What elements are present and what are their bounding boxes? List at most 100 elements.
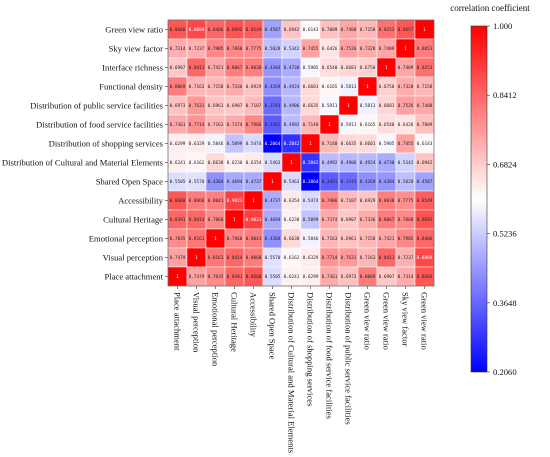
cell-value: 0.8038 [246, 65, 262, 71]
cell-value: 0.5911 [341, 122, 357, 128]
cell-value: 0.8889 [189, 27, 205, 33]
cell-value: 0.6973 [170, 103, 186, 109]
cell-value: 0.7336 [360, 217, 376, 223]
cell-value: 0.6635 [341, 141, 357, 147]
cell-value: 0.8666 [170, 27, 186, 33]
cell-value: 0.4737 [246, 179, 262, 185]
cell-value: 0.7631 [189, 103, 205, 109]
cell-value: 0.7163 [208, 122, 224, 128]
cell-value: 0.4587 [265, 27, 281, 33]
cell-value: 0.8053 [417, 46, 433, 52]
cell-value: 0.3743 [341, 179, 357, 185]
cell-value: 0.5099 [303, 217, 319, 223]
row-label: Functional density [99, 82, 163, 92]
cell-value: 0.8067 [227, 65, 243, 71]
cell-value: 0.8692 [227, 27, 243, 33]
cell-value: 0.8161 [189, 236, 205, 242]
cell-value: 0.6299 [303, 274, 319, 280]
cell-value: 0.6942 [417, 160, 433, 166]
cell-value: 0.7107 [246, 103, 262, 109]
cell-value: 0.8161 [208, 255, 224, 261]
cell-value: 0.4587 [417, 179, 433, 185]
row-label: Distribution of shopping services [49, 139, 164, 149]
cell-value: 0.7455 [303, 46, 319, 52]
cell-value: 1 [347, 103, 350, 109]
cell-value: 0.6907 [379, 274, 395, 280]
cell-value: 0.7009 [322, 27, 338, 33]
column-label: Visual perception [192, 292, 202, 353]
row-label: Distribution of Cultural and Material El… [2, 158, 164, 168]
row-label: Place attachment [105, 272, 164, 282]
colorbar-tick-label: 0.6824 [493, 159, 517, 169]
cell-value: 0.2842 [284, 141, 300, 147]
cell-value: 0.7421 [208, 65, 224, 71]
cell-value: 0.2064 [303, 179, 319, 185]
colorbar-tick-label: 0.5236 [493, 229, 517, 239]
cell-value: 0.4992 [322, 160, 338, 166]
cell-value: 0.4694 [227, 179, 243, 185]
cell-value: 0.5846 [208, 141, 224, 147]
heatmap-frame [167, 19, 435, 287]
cell-value: 0.6750 [379, 84, 395, 90]
cell-value: 0.7775 [246, 46, 262, 52]
cell-value: 0.7479 [170, 255, 186, 261]
cell-value: 0.5099 [227, 141, 243, 147]
cell-value: 0.6540 [322, 65, 338, 71]
cell-value: 1 [309, 141, 312, 147]
cell-value: 0.6299 [170, 141, 186, 147]
row-label: Distribution of food service facilities [36, 120, 164, 130]
cell-value: 0.6165 [360, 122, 376, 128]
cell-value: 0.8068 [246, 255, 262, 261]
column-label: Emotional perception [211, 292, 221, 367]
cell-value: 0.6241 [284, 274, 300, 280]
cell-value: 0.7479 [189, 274, 205, 280]
colorbar-title: correlation coefficient [450, 3, 530, 13]
cell-value: 0.6973 [341, 274, 357, 280]
colorbar-ticks: 1.000 0.8412 0.6824 0.5236 0.3648 0.2060 [487, 21, 517, 377]
cell-value: 1 [214, 236, 217, 242]
cell-value: 1 [233, 217, 236, 223]
cell-value: 0.8041 [208, 198, 224, 204]
cell-value: 0.8391 [170, 217, 186, 223]
cell-value: 0.8391 [227, 274, 243, 280]
cell-value: 0.5463 [284, 179, 300, 185]
cell-value: 0.8253 [379, 27, 395, 33]
cell-value: 0.8657 [398, 27, 414, 33]
column-label: Distribution of shopping services [306, 292, 316, 407]
cell-value: 0.3491 [265, 122, 281, 128]
cell-value: 0.7314 [170, 46, 186, 52]
cell-value: 0.6162 [189, 160, 205, 166]
cell-value: 0.8692 [417, 217, 433, 223]
cell-value: 0.4906 [341, 160, 357, 166]
cell-value: 0.7328 [360, 46, 376, 52]
cell-value: 0.6230 [227, 160, 243, 166]
cell-value: 0.7905 [398, 236, 414, 242]
cell-value: 0.4304 [208, 179, 224, 185]
cell-value: 0.3743 [265, 103, 281, 109]
cell-value: 1 [195, 255, 198, 261]
cell-value: 0.7163 [322, 236, 338, 242]
cell-value: 0.7107 [341, 198, 357, 204]
cell-value: 0.8411 [189, 65, 205, 71]
cell-value: 0.7237 [189, 46, 205, 52]
cell-value: 0.6426 [322, 46, 338, 52]
cell-value: 0.6329 [303, 255, 319, 261]
cell-value: 0.6165 [322, 84, 338, 90]
cell-value: 0.7905 [208, 46, 224, 52]
cell-value: 0.6907 [341, 217, 357, 223]
cell-value: 0.4384 [379, 179, 395, 185]
row-label: Visual perception [103, 253, 164, 263]
cell-value: 0.7361 [170, 122, 186, 128]
cell-value: 0.5028 [265, 46, 281, 52]
cell-value: 0.7158 [208, 84, 224, 90]
cell-value: 0.7860 [398, 217, 414, 223]
cell-value: 0.5570 [189, 179, 205, 185]
row-label: Accessibility [118, 196, 164, 206]
cell-value: 0.5463 [265, 160, 281, 166]
cell-value: 0.7906 [246, 122, 262, 128]
cell-value: 0.8549 [417, 198, 433, 204]
cell-value: 0.3491 [322, 179, 338, 185]
cell-value: 0.9023 [246, 217, 262, 223]
colorbar-tick-label: 0.8412 [493, 90, 517, 100]
